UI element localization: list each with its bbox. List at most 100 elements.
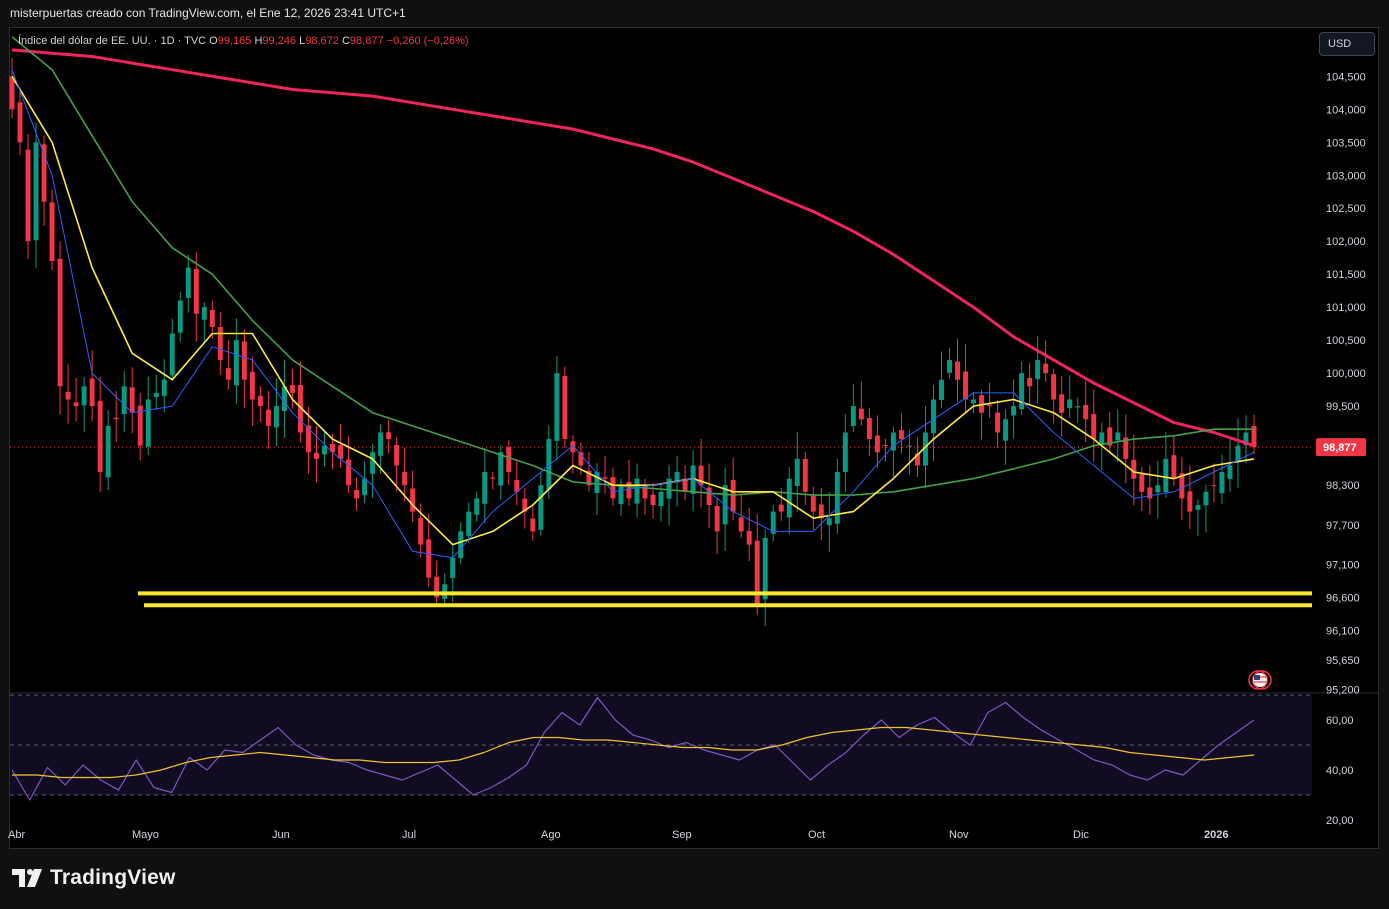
price-tick-label: 97,100 xyxy=(1326,559,1360,571)
candle-body xyxy=(25,149,31,242)
time-axis-label: Nov xyxy=(949,829,969,841)
candle xyxy=(233,318,239,404)
candle-body xyxy=(418,517,424,545)
price-tick-label: 104,000 xyxy=(1326,104,1366,116)
currency-button[interactable]: USD xyxy=(1319,32,1375,56)
candle xyxy=(1067,375,1073,418)
candle xyxy=(354,478,360,511)
candle-body xyxy=(1243,432,1249,446)
candle-body xyxy=(1027,377,1033,387)
candle-body xyxy=(506,447,512,473)
candle xyxy=(730,457,736,521)
candle-body xyxy=(370,452,376,474)
candle xyxy=(1163,432,1169,498)
candle-body xyxy=(1219,472,1225,494)
candle-body xyxy=(73,402,79,407)
candle-body xyxy=(979,395,985,413)
candle-body xyxy=(1123,437,1129,459)
symbol-legend: Índice del dólar de EE. UU. · 1D · TVC O… xyxy=(18,35,469,47)
tradingview-brand[interactable]: TradingView xyxy=(12,866,176,890)
candle-body xyxy=(1107,427,1113,446)
candle xyxy=(947,348,952,379)
candle-body xyxy=(1131,459,1137,479)
candle-body xyxy=(538,485,544,530)
candle xyxy=(305,406,311,474)
candle xyxy=(914,437,920,477)
candle-body xyxy=(746,530,752,545)
candle xyxy=(602,455,608,494)
candle xyxy=(514,460,520,506)
candle xyxy=(1075,397,1081,423)
candle xyxy=(490,471,496,490)
candle-body xyxy=(562,375,568,440)
candle xyxy=(57,241,63,415)
candle-body xyxy=(794,458,800,486)
time-axis-label: Abr xyxy=(8,829,25,841)
candle-body xyxy=(1051,374,1057,400)
candle xyxy=(802,451,808,506)
candle xyxy=(642,478,648,515)
candle xyxy=(1107,411,1113,453)
candle-body xyxy=(658,491,664,507)
candle-body xyxy=(257,395,263,407)
price-tick-label: 98,300 xyxy=(1326,480,1360,492)
candle-body xyxy=(81,386,87,406)
candle-body xyxy=(602,477,608,479)
candle-body xyxy=(706,487,712,506)
candle xyxy=(241,329,247,408)
candle-body xyxy=(217,327,223,360)
candle-body xyxy=(145,399,151,447)
candle xyxy=(522,487,528,529)
candle xyxy=(1235,418,1241,489)
candle-body xyxy=(281,386,287,412)
ma-line-ma50 xyxy=(11,36,1254,496)
candle xyxy=(153,374,159,411)
candle xyxy=(1051,368,1057,424)
open-value: 99,165 xyxy=(217,35,252,47)
candle-body xyxy=(995,412,1001,433)
candle-body xyxy=(161,379,167,396)
candle-body xyxy=(402,471,408,486)
candle-body xyxy=(201,307,207,320)
candle xyxy=(65,364,71,424)
candle-body xyxy=(466,511,472,536)
candle-body xyxy=(241,341,247,380)
candle xyxy=(113,391,119,443)
candle xyxy=(289,368,295,409)
candle xyxy=(49,189,55,271)
candle-body xyxy=(1171,455,1177,479)
candle-body xyxy=(882,444,888,446)
candle-body xyxy=(674,472,680,483)
price-tick-label: 103,000 xyxy=(1326,170,1366,182)
low-value: 98,672 xyxy=(305,35,339,47)
time-axis-label: Oct xyxy=(808,829,825,841)
candle-body xyxy=(1187,491,1193,512)
price-tick-label: 101,000 xyxy=(1326,302,1366,314)
time-axis-label: 2026 xyxy=(1204,829,1228,841)
candle xyxy=(33,122,39,268)
candle xyxy=(1083,381,1089,443)
candle-body xyxy=(1011,406,1017,416)
candle xyxy=(770,505,776,541)
candle-body xyxy=(770,511,776,534)
candle xyxy=(185,254,191,313)
candle-body xyxy=(338,445,344,459)
candle-body xyxy=(778,504,784,512)
candle-body xyxy=(834,472,840,524)
candle-body xyxy=(1035,359,1041,380)
candle xyxy=(882,438,888,462)
candle xyxy=(474,491,480,522)
low-label: L xyxy=(299,35,306,47)
time-axis-label: Jul xyxy=(402,829,416,841)
candle xyxy=(1131,434,1137,506)
candle-body xyxy=(33,142,39,241)
candle xyxy=(458,522,464,564)
candle-body xyxy=(121,386,127,415)
candle xyxy=(137,392,143,461)
candle-body xyxy=(570,441,576,453)
candle xyxy=(362,461,368,504)
candle xyxy=(898,413,904,454)
candle xyxy=(754,513,760,616)
candle xyxy=(314,425,319,483)
